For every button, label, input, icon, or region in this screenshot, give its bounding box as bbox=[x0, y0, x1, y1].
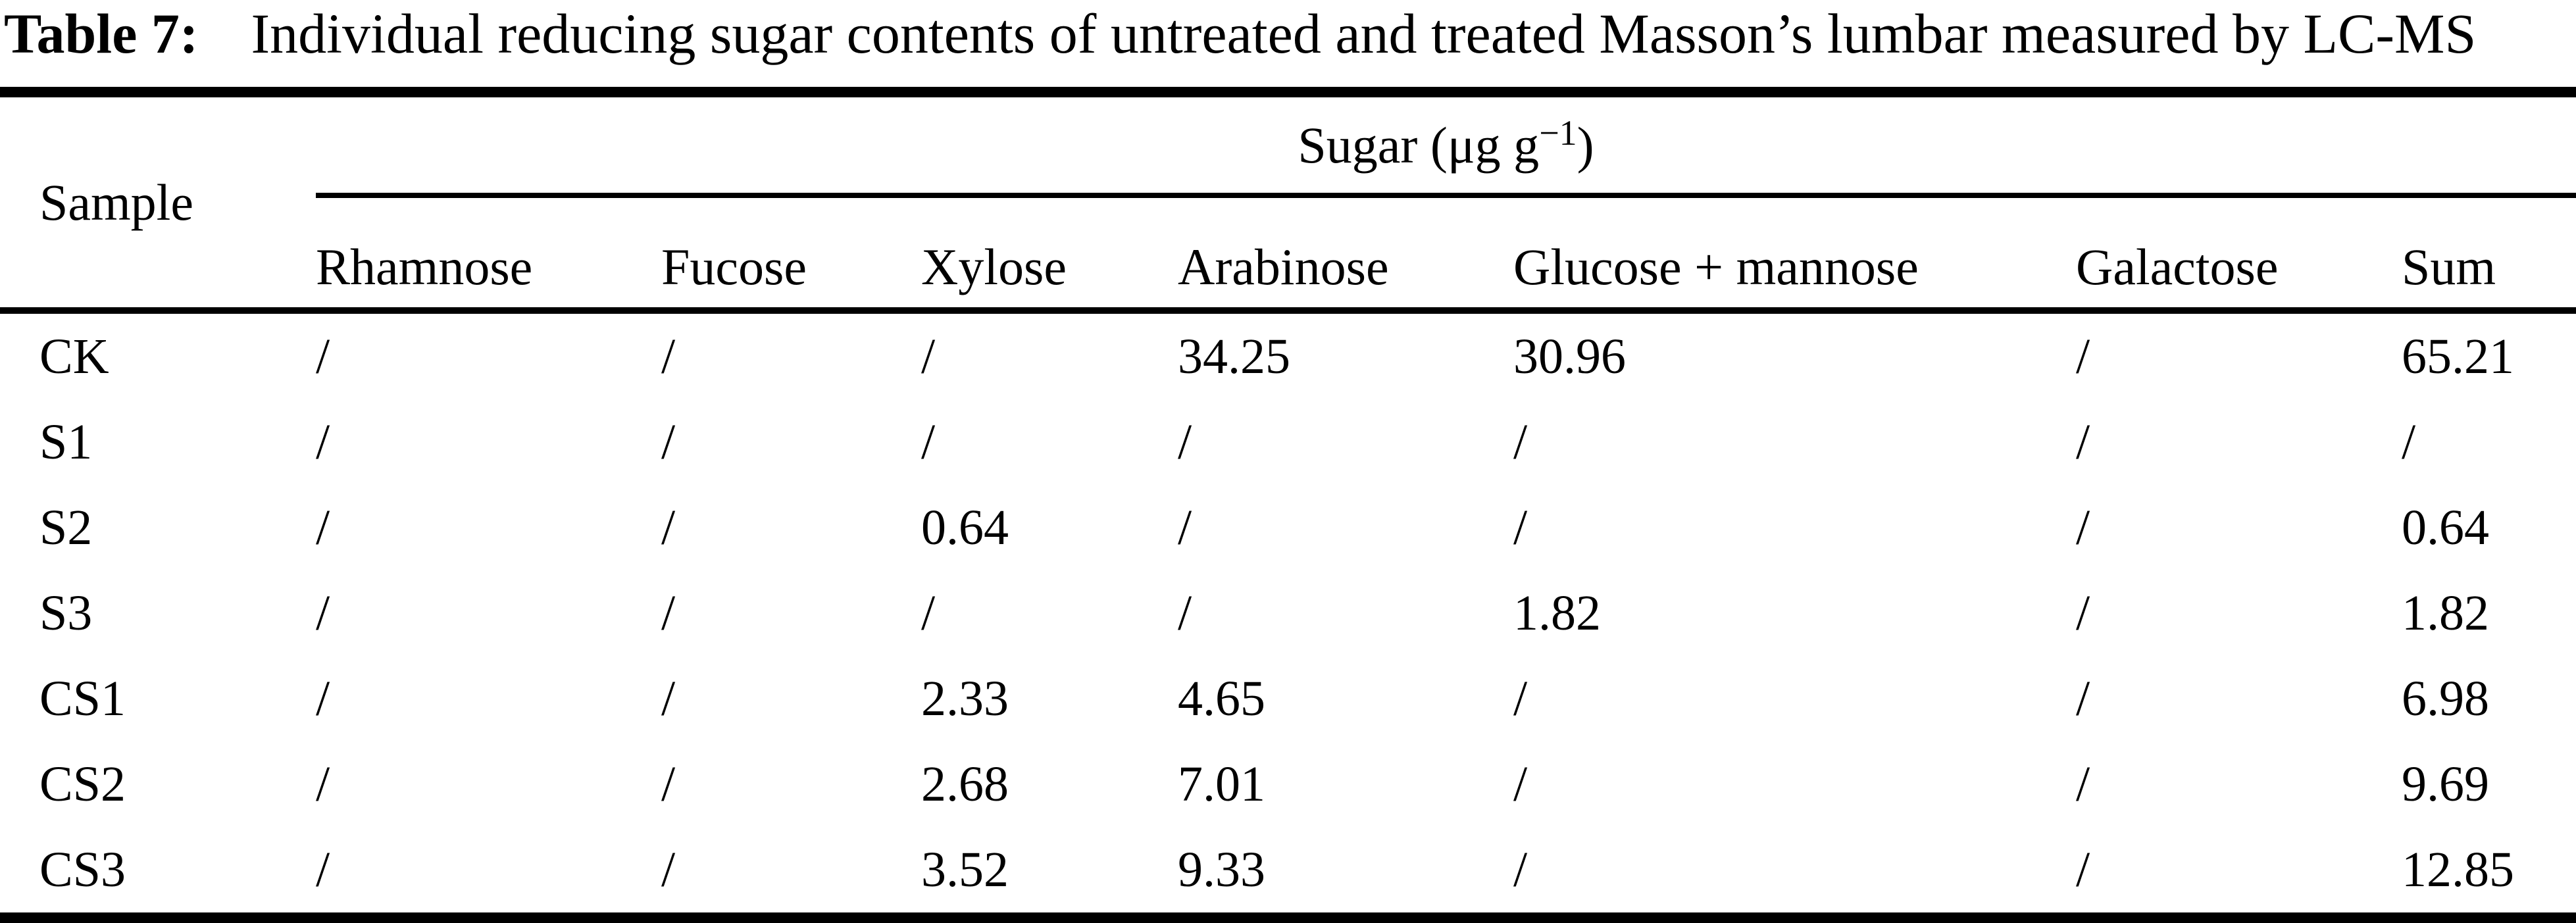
table-cell: / bbox=[921, 328, 936, 384]
table-row: S1 / / / / / / / bbox=[0, 399, 2576, 485]
column-header-fucose: Fucose bbox=[661, 195, 921, 314]
table-cell: / bbox=[1513, 670, 1528, 726]
table-cell: / bbox=[316, 328, 330, 384]
table-cell: / bbox=[661, 328, 676, 384]
column-header-galactose: Galactose bbox=[2076, 195, 2402, 314]
table-cell: / bbox=[316, 841, 330, 897]
table-cell: / bbox=[2076, 414, 2090, 470]
table-cell: / bbox=[1178, 499, 1192, 555]
table-cell: / bbox=[1178, 414, 1192, 470]
table-caption-label: Table 7: bbox=[4, 2, 199, 65]
table-cell: 2.33 bbox=[921, 670, 1009, 726]
sugar-unit-suffix: ) bbox=[1577, 116, 1594, 174]
group-header-row: Sample Sugar (μg g−1) bbox=[0, 92, 2576, 314]
table-cell: / bbox=[2076, 756, 2090, 812]
sugar-unit-superscript: −1 bbox=[1539, 112, 1577, 153]
table-cell: 6.98 bbox=[2402, 670, 2489, 726]
table-cell: / bbox=[316, 414, 330, 470]
table-cell: / bbox=[1513, 841, 1528, 897]
table-cell: / bbox=[1513, 756, 1528, 812]
table-caption: Table 7: Individual reducing sugar conten… bbox=[0, 0, 2576, 87]
table-cell: / bbox=[316, 499, 330, 555]
table-caption-text: Individual reducing sugar contents of un… bbox=[251, 2, 2477, 65]
table-cell: / bbox=[1178, 585, 1192, 641]
table-cell: / bbox=[2076, 328, 2090, 384]
column-header-arabinose: Arabinose bbox=[1178, 195, 1513, 314]
table-cell: / bbox=[661, 414, 676, 470]
table-row: CS1 / / 2.33 4.65 / / 6.98 bbox=[0, 656, 2576, 741]
table-cell: / bbox=[921, 585, 936, 641]
table-row: CK / / / 34.25 30.96 / 65.21 bbox=[0, 311, 2576, 399]
table-cell: 4.65 bbox=[1178, 670, 1265, 726]
row-header-sample: S2 bbox=[39, 499, 93, 555]
table-cell: 1.82 bbox=[2402, 585, 2489, 641]
row-header-sample: S3 bbox=[39, 585, 93, 641]
table-cell: 0.64 bbox=[921, 499, 1009, 555]
table-cell: 9.33 bbox=[1178, 841, 1265, 897]
sugar-content-table: Sample Sugar (μg g−1) Rhamnose Fucose Xy… bbox=[0, 87, 2576, 923]
table-cell: / bbox=[661, 585, 676, 641]
table-cell: / bbox=[661, 670, 676, 726]
table-cell: / bbox=[2076, 585, 2090, 641]
table-cell: / bbox=[2076, 499, 2090, 555]
row-header-sample: CS3 bbox=[39, 841, 126, 897]
table-cell: 7.01 bbox=[1178, 756, 1265, 812]
table-cell: 1.82 bbox=[1513, 585, 1601, 641]
column-header-sum: Sum bbox=[2402, 195, 2576, 314]
table-cell: / bbox=[2076, 841, 2090, 897]
row-header-sample: CS2 bbox=[39, 756, 126, 812]
table-row: CS3 / / 3.52 9.33 / / 12.85 bbox=[0, 827, 2576, 918]
table-cell: / bbox=[316, 670, 330, 726]
table-cell: / bbox=[316, 585, 330, 641]
sugar-unit-prefix: Sugar (μg g bbox=[1298, 116, 1540, 174]
table-row: S2 / / 0.64 / / / 0.64 bbox=[0, 485, 2576, 570]
row-header-sample: S1 bbox=[39, 414, 93, 470]
table-cell: 0.64 bbox=[2402, 499, 2489, 555]
table-cell: 12.85 bbox=[2402, 841, 2514, 897]
table-cell: 30.96 bbox=[1513, 328, 1626, 384]
table-cell: 9.69 bbox=[2402, 756, 2489, 812]
table-cell: / bbox=[661, 499, 676, 555]
table-cell: 65.21 bbox=[2402, 328, 2514, 384]
table-cell: / bbox=[661, 756, 676, 812]
row-header-sample: CK bbox=[39, 328, 109, 384]
column-group-header-sugar: Sugar (μg g−1) bbox=[316, 92, 2576, 198]
table-cell: / bbox=[661, 841, 676, 897]
column-header-rhamnose: Rhamnose bbox=[316, 195, 661, 314]
column-header-sample: Sample bbox=[0, 92, 316, 314]
table-cell: / bbox=[921, 414, 936, 470]
table-row: S3 / / / / 1.82 / 1.82 bbox=[0, 570, 2576, 656]
table-cell: / bbox=[1513, 414, 1528, 470]
table-cell: 2.68 bbox=[921, 756, 1009, 812]
table-row: CS2 / / 2.68 7.01 / / 9.69 bbox=[0, 741, 2576, 827]
table-cell: 3.52 bbox=[921, 841, 1009, 897]
table-cell: / bbox=[2402, 414, 2416, 470]
row-header-sample: CS1 bbox=[39, 670, 126, 726]
table-cell: 34.25 bbox=[1178, 328, 1290, 384]
table-cell: / bbox=[316, 756, 330, 812]
sub-header-row: Rhamnose Fucose Xylose Arabinose Glucose… bbox=[0, 195, 2576, 314]
table-cell: / bbox=[1513, 499, 1528, 555]
column-header-glucose-mannose: Glucose + mannose bbox=[1513, 195, 2076, 314]
table-cell: / bbox=[2076, 670, 2090, 726]
column-header-xylose: Xylose bbox=[921, 195, 1178, 314]
